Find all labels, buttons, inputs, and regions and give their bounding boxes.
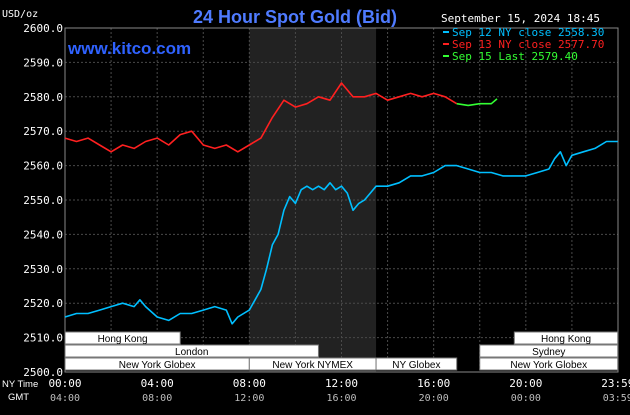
y-tick-label: 2540.0 xyxy=(23,228,63,241)
x-tick-label-ny: 16:00 xyxy=(417,377,450,390)
legend-entry: Sep 13 NY close 2577.70 xyxy=(452,38,604,51)
session-bar xyxy=(64,344,319,358)
y-tick-label: 2510.0 xyxy=(23,332,63,345)
session-bar xyxy=(64,331,181,345)
y-unit-label: USD/oz xyxy=(2,9,38,20)
timestamp: September 15, 2024 18:45 xyxy=(441,12,600,25)
session-label: New York Globex xyxy=(510,360,587,371)
session-label: New York NYMEX xyxy=(272,360,353,371)
y-tick-label: 2550.0 xyxy=(23,194,63,207)
series-line-sep-15 xyxy=(456,98,498,107)
ny-time-row-label: NY Time xyxy=(2,379,38,390)
session-bar xyxy=(513,331,619,345)
x-tick-label-ny: 23:59 xyxy=(601,377,630,390)
x-tick-label-ny: 08:00 xyxy=(233,377,266,390)
x-tick-label-ny: 04:00 xyxy=(141,377,174,390)
x-tick-label-gmt: 00:00 xyxy=(511,393,541,404)
x-tick-label-gmt: 12:00 xyxy=(234,393,264,404)
series-line-sep-12 xyxy=(64,140,618,325)
x-tick-label-ny: 00:00 xyxy=(48,377,81,390)
series-line-sep-13 xyxy=(64,82,458,153)
y-tick-label: 2570.0 xyxy=(23,125,63,138)
session-label: Hong Kong xyxy=(98,334,148,345)
session-bar xyxy=(479,344,619,358)
session-bar xyxy=(375,357,458,371)
plot-border xyxy=(64,27,619,373)
session-label: NY Globex xyxy=(392,360,440,371)
x-tick-label-gmt: 04:00 xyxy=(50,393,80,404)
y-tick-label: 2560.0 xyxy=(23,160,63,173)
y-tick-label: 2530.0 xyxy=(23,263,63,276)
x-tick-label-gmt: 16:00 xyxy=(326,393,356,404)
gmt-row-label: GMT xyxy=(8,392,29,403)
legend-entry: Sep 12 NY close 2558.30 xyxy=(452,26,604,39)
y-tick-label: 2590.0 xyxy=(23,56,63,69)
x-tick-label-gmt: 03:59 xyxy=(603,393,630,404)
brand-watermark: www.kitco.com xyxy=(67,39,191,58)
legend-entry: Sep 15 Last 2579.40 xyxy=(452,50,578,63)
x-tick-label-ny: 20:00 xyxy=(509,377,542,390)
session-label: Sydney xyxy=(532,347,565,358)
y-tick-label: 2500.0 xyxy=(23,366,63,379)
session-label: New York Globex xyxy=(119,360,196,371)
session-label: London xyxy=(175,347,208,358)
y-tick-label: 2520.0 xyxy=(23,297,63,310)
session-label: Hong Kong xyxy=(541,334,591,345)
session-bar xyxy=(479,357,619,371)
x-tick-label-gmt: 08:00 xyxy=(142,393,172,404)
x-tick-label-gmt: 20:00 xyxy=(419,393,449,404)
x-tick-label-ny: 12:00 xyxy=(325,377,358,390)
y-tick-label: 2580.0 xyxy=(23,91,63,104)
chart-title: 24 Hour Spot Gold (Bid) xyxy=(193,7,397,27)
y-tick-label: 2600.0 xyxy=(23,22,63,35)
